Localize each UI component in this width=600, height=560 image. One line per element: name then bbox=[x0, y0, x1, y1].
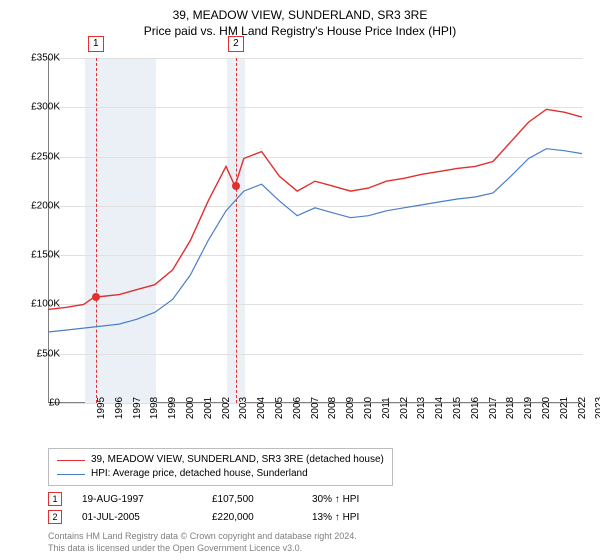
y-axis-label: £250K bbox=[31, 151, 60, 162]
y-axis-label: £0 bbox=[49, 398, 60, 409]
y-axis-label: £150K bbox=[31, 250, 60, 261]
x-axis-label: 2003 bbox=[238, 397, 249, 419]
x-axis-label: 2014 bbox=[434, 397, 445, 419]
x-axis-label: 2021 bbox=[559, 397, 570, 419]
x-axis-label: 2008 bbox=[327, 397, 338, 419]
y-axis-label: £50K bbox=[37, 348, 60, 359]
x-axis-label: 2002 bbox=[221, 397, 232, 419]
x-axis-label: 2010 bbox=[363, 397, 374, 419]
x-axis-label: 1997 bbox=[132, 397, 143, 419]
x-axis-label: 2020 bbox=[541, 397, 552, 419]
event-price: £107,500 bbox=[212, 494, 292, 505]
event-row: 2 01-JUL-2005 £220,000 13% ↑ HPI bbox=[48, 508, 402, 526]
event-row: 1 19-AUG-1997 £107,500 30% ↑ HPI bbox=[48, 490, 402, 508]
x-axis-label: 2019 bbox=[523, 397, 534, 419]
event-marker-id: 2 bbox=[228, 36, 244, 52]
x-axis-label: 2006 bbox=[292, 397, 303, 419]
x-axis-label: 1996 bbox=[114, 397, 125, 419]
event-date: 19-AUG-1997 bbox=[82, 494, 192, 505]
event-price: £220,000 bbox=[212, 512, 292, 523]
y-axis-label: £100K bbox=[31, 299, 60, 310]
x-axis-label: 2005 bbox=[274, 397, 285, 419]
transaction-events: 1 19-AUG-1997 £107,500 30% ↑ HPI 2 01-JUL-200… bbox=[48, 490, 402, 526]
event-marker-id: 1 bbox=[88, 36, 104, 52]
x-axis-label: 1998 bbox=[149, 397, 160, 419]
x-axis-label: 2015 bbox=[452, 397, 463, 419]
x-axis-label: 2000 bbox=[185, 397, 196, 419]
x-axis-label: 2007 bbox=[310, 397, 321, 419]
legend-label: HPI: Average price, detached house, Sund… bbox=[91, 467, 308, 481]
event-date: 01-JUL-2005 bbox=[82, 512, 192, 523]
footer-line-1: Contains HM Land Registry data © Crown c… bbox=[48, 530, 357, 542]
legend-row: 39, MEADOW VIEW, SUNDERLAND, SR3 3RE (de… bbox=[57, 453, 384, 467]
x-axis-label: 2017 bbox=[488, 397, 499, 419]
event-delta: 30% ↑ HPI bbox=[312, 494, 402, 505]
legend-swatch bbox=[57, 460, 85, 461]
x-axis-label: 2023 bbox=[594, 397, 600, 419]
y-axis-label: £300K bbox=[31, 102, 60, 113]
x-axis-label: 2009 bbox=[345, 397, 356, 419]
page-title: 39, MEADOW VIEW, SUNDERLAND, SR3 3RE bbox=[0, 8, 600, 22]
x-axis-label: 2001 bbox=[203, 397, 214, 419]
series-line bbox=[48, 149, 582, 332]
y-axis-label: £350K bbox=[31, 53, 60, 64]
x-axis-label: 2011 bbox=[381, 397, 392, 419]
x-axis-label: 1999 bbox=[167, 397, 178, 419]
x-axis-label: 2004 bbox=[256, 397, 267, 419]
x-axis-label: 2022 bbox=[577, 397, 588, 419]
series-line bbox=[48, 109, 582, 309]
x-axis-label: 2018 bbox=[505, 397, 516, 419]
legend-row: HPI: Average price, detached house, Sund… bbox=[57, 467, 384, 481]
x-axis-label: 2012 bbox=[399, 397, 410, 419]
legend: 39, MEADOW VIEW, SUNDERLAND, SR3 3RE (de… bbox=[48, 448, 393, 486]
price-chart: 12 1995199619971998199920002001200220032… bbox=[48, 58, 582, 403]
legend-swatch bbox=[57, 474, 85, 475]
x-axis-label: 1995 bbox=[96, 397, 107, 419]
footer-line-2: This data is licensed under the Open Gov… bbox=[48, 542, 357, 554]
footer-attribution: Contains HM Land Registry data © Crown c… bbox=[48, 530, 357, 554]
event-delta: 13% ↑ HPI bbox=[312, 512, 402, 523]
event-id: 2 bbox=[48, 510, 62, 524]
legend-label: 39, MEADOW VIEW, SUNDERLAND, SR3 3RE (de… bbox=[91, 453, 384, 467]
x-axis-label: 2013 bbox=[416, 397, 427, 419]
y-axis-label: £200K bbox=[31, 200, 60, 211]
x-axis-label: 2016 bbox=[470, 397, 481, 419]
event-id: 1 bbox=[48, 492, 62, 506]
